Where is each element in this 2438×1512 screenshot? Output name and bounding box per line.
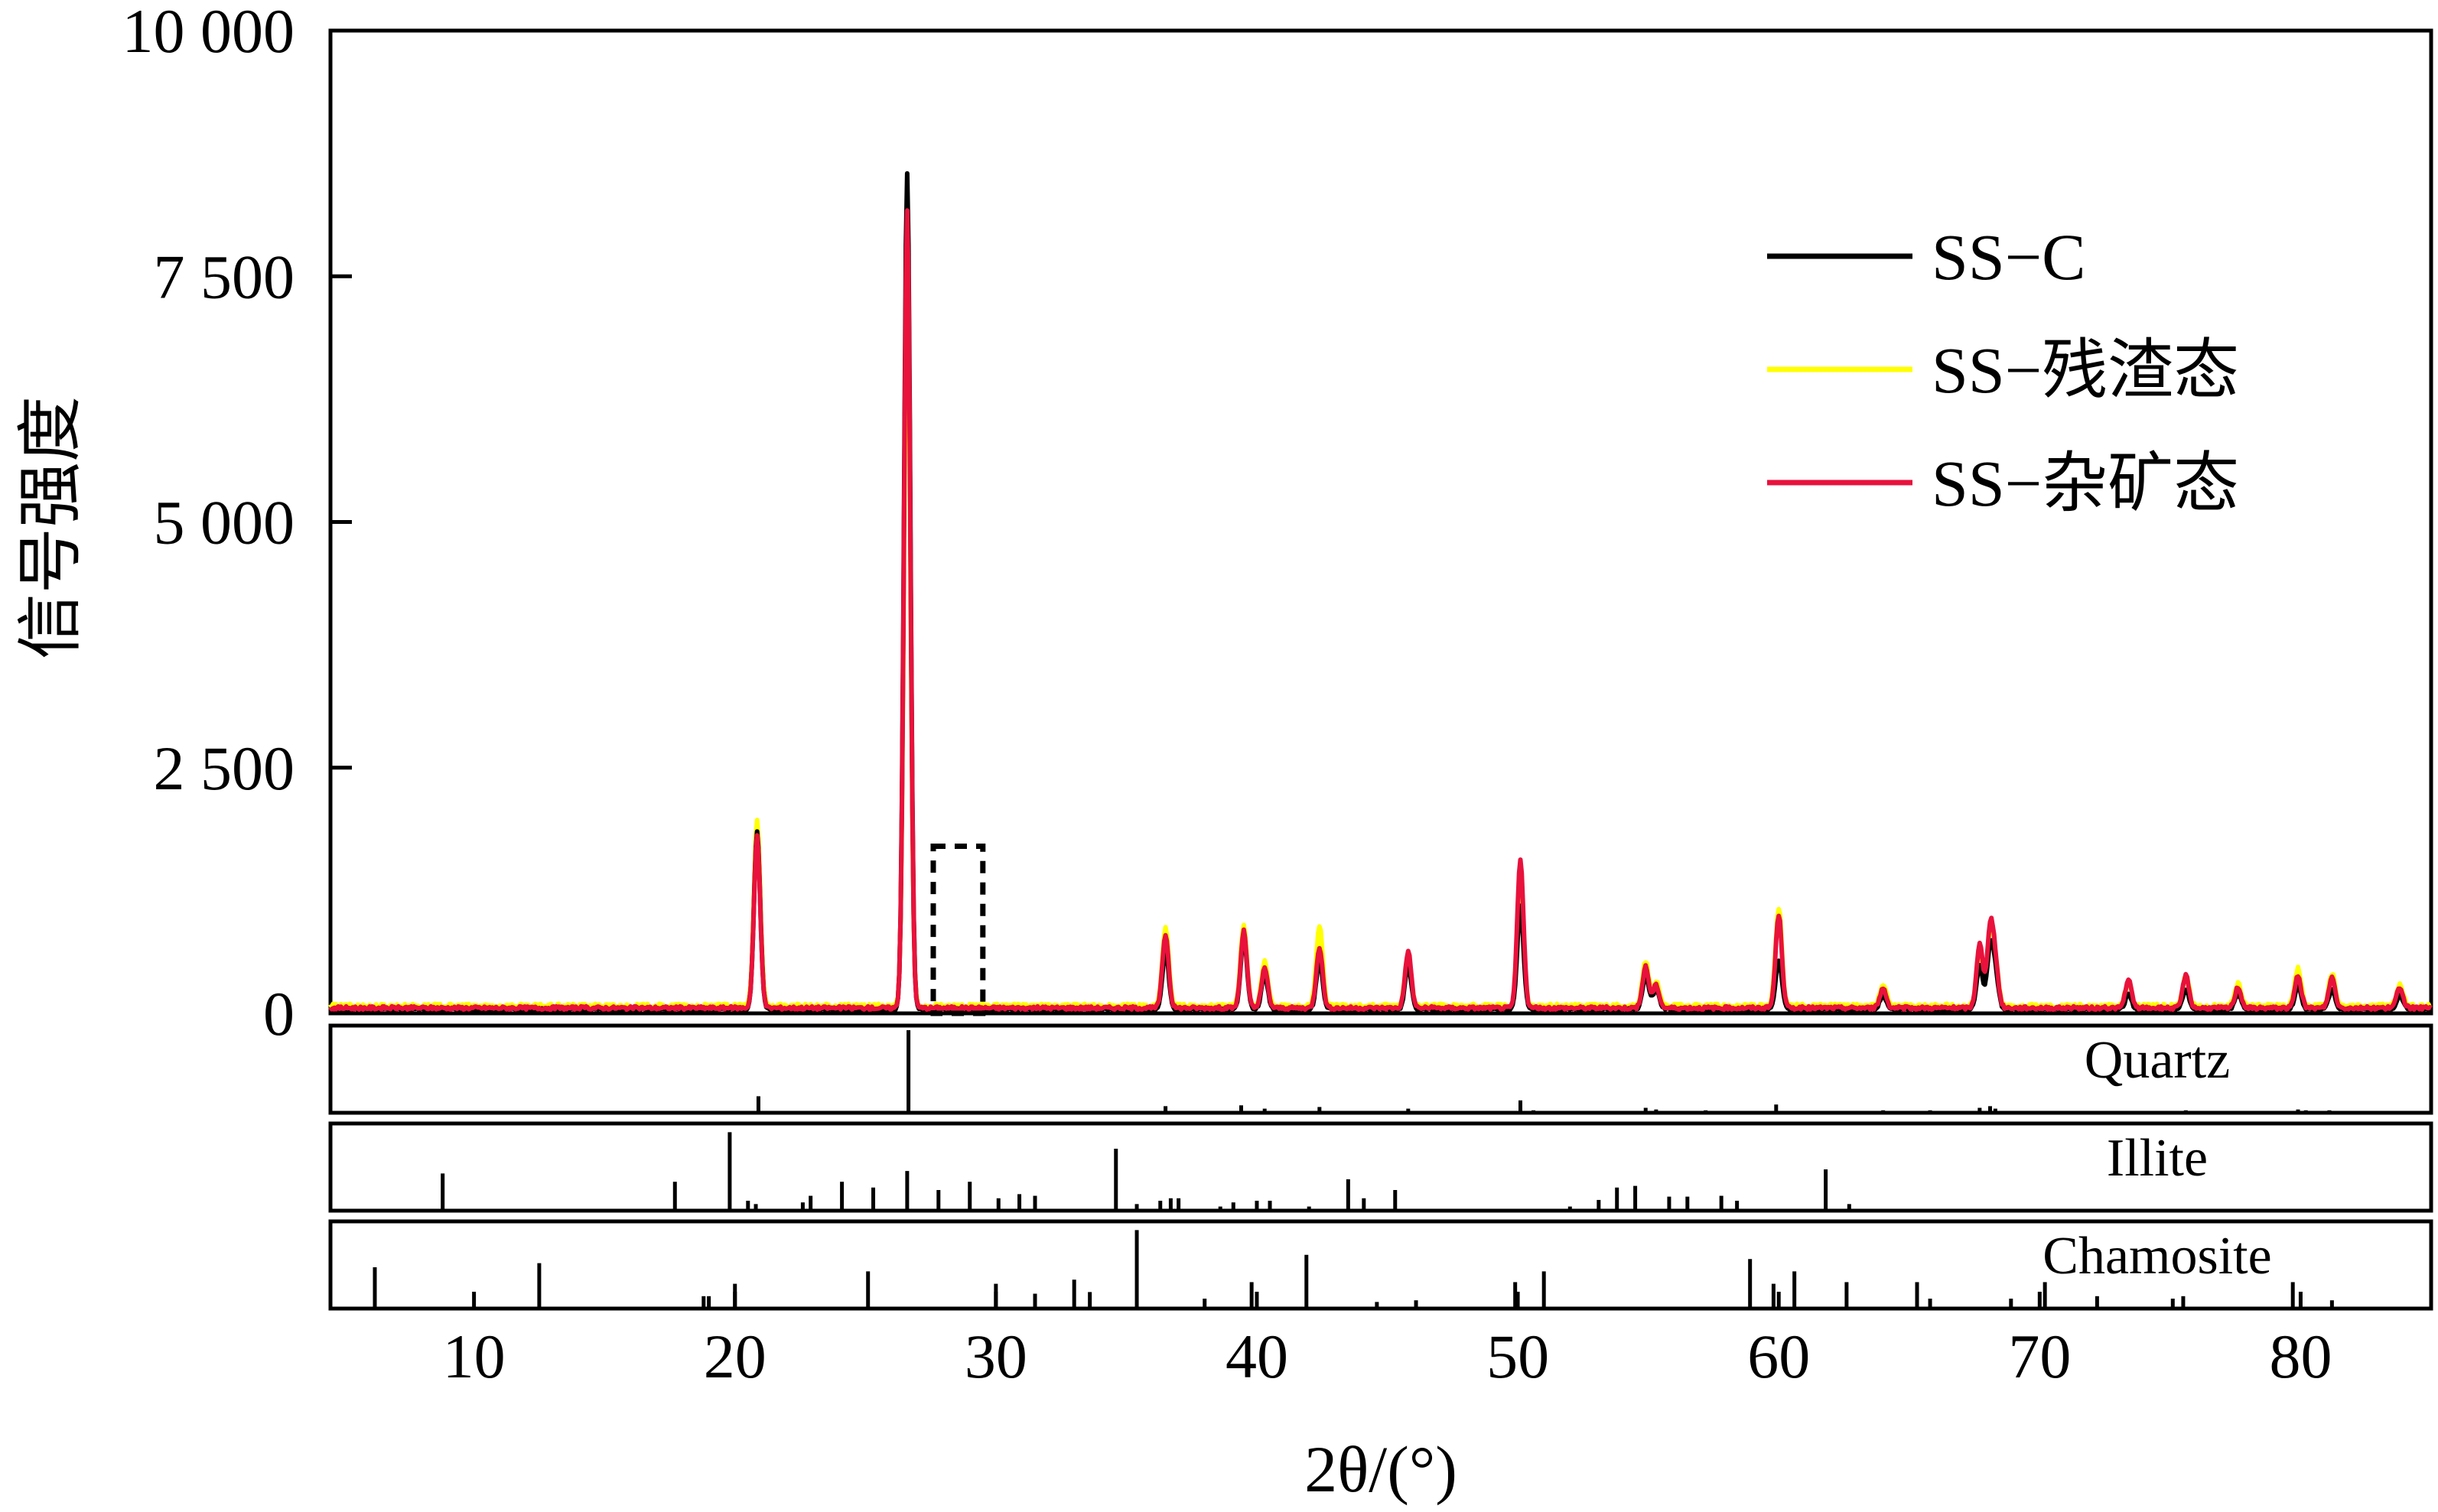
series-line <box>328 208 2433 1012</box>
y-tick-label: 2 500 <box>154 733 295 803</box>
reference-panel-label: Quartz <box>2085 1031 2230 1090</box>
reference-panel-frame <box>328 1121 2433 1213</box>
y-tick-label: 0 <box>263 979 295 1049</box>
y-axis: 0 2 500 5 000 7 500 10 000 <box>122 0 352 1049</box>
y-axis-title: 信号强度 <box>14 396 87 659</box>
reference-panels: Quartz Illite Chamosite <box>328 1023 2433 1311</box>
reference-panel-label: Chamosite <box>2043 1227 2271 1286</box>
y-tick-label: 5 000 <box>154 488 295 558</box>
x-tick-label: 40 <box>1226 1322 1288 1391</box>
x-tick-label: 50 <box>1486 1322 1549 1391</box>
x-tick-label: 10 <box>443 1322 506 1391</box>
x-tick-label: 60 <box>1747 1322 1810 1391</box>
x-tick-label: 20 <box>704 1322 767 1391</box>
reference-panel-label: Illite <box>2107 1129 2208 1188</box>
x-axis: 10 20 30 40 50 60 70 80 <box>443 1292 2332 1391</box>
legend-label: SS−残渣态 <box>1932 333 2239 407</box>
annotation-layer <box>930 844 986 1016</box>
dashed-annotation-box <box>930 844 986 1016</box>
main-plot-frame <box>328 28 2433 1016</box>
reference-panel-frame <box>328 1219 2433 1311</box>
x-tick-label: 70 <box>2008 1322 2071 1391</box>
reference-panel-frame <box>328 1023 2433 1115</box>
series-layer <box>328 171 2433 1013</box>
legend: SS−C SS−残渣态 SS−杂矿态 <box>1767 220 2239 520</box>
y-tick-label: 7 500 <box>154 242 295 311</box>
series-line <box>329 171 2433 1013</box>
x-tick-label: 30 <box>965 1322 1027 1391</box>
y-tick-label: 10 000 <box>122 0 295 66</box>
legend-label: SS−C <box>1932 220 2086 294</box>
x-tick-label: 80 <box>2269 1322 2332 1391</box>
x-axis-title: 2θ/(°) <box>1304 1432 1457 1506</box>
legend-label: SS−杂矿态 <box>1932 447 2239 520</box>
